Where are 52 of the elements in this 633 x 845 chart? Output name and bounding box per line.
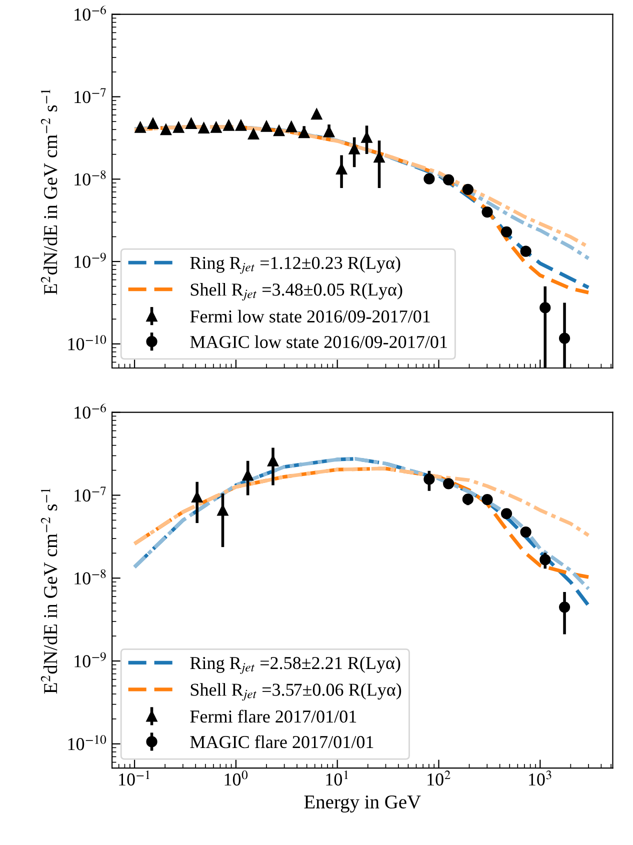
y-tick-label: 10$^{−9}$ (74, 652, 106, 668)
point (462, 494, 474, 505)
point (443, 478, 454, 490)
point (520, 526, 532, 538)
point (160, 124, 172, 136)
x-tick-label: 10$^{3}$ (529, 770, 552, 786)
point (248, 128, 260, 140)
point (198, 122, 210, 134)
point (298, 127, 310, 138)
y-tick-label: 10$^{−8}$ (74, 569, 106, 584)
y-tick-label: 10$^{−9}$ (74, 252, 106, 268)
y-tick-label: 10$^{−10}$ (68, 335, 106, 350)
point (147, 118, 159, 129)
point (210, 122, 222, 133)
point (311, 108, 322, 120)
legend-label: MAGIC low state 2016/09-2017/01 (190, 335, 447, 348)
x-tick-label: 10$^{−1}$ (119, 770, 150, 786)
legend-label: MAGIC flare 2017/01/01 (190, 735, 374, 748)
legend-label: Ring R$_{jet}$ =1.12±0.23 R(Lyα) (190, 256, 400, 274)
point (173, 122, 184, 133)
legend-label: Ring R$_{jet}$ =2.58±2.21 R(Lyα) (190, 656, 400, 674)
point (134, 122, 146, 133)
y-axis-title: E$^{2}$dN/dE in GeV cm$^{−2}$ s$^{−1}$ (40, 488, 58, 694)
point (558, 602, 570, 613)
point (260, 120, 272, 132)
y-tick-label: 10$^{−10}$ (68, 735, 106, 750)
legend-label: Fermi low state 2016/09-2017/01 (190, 310, 430, 323)
y-axis-title: E$^{2}$dN/dE in GeV cm$^{−2}$ s$^{−1}$ (40, 90, 58, 295)
point (336, 163, 348, 174)
y-tick-label: 10$^{−7}$ (74, 88, 106, 104)
point (273, 125, 285, 136)
legend-label: Shell R$_{jet}$ =3.48±0.05 R(Lyα) (190, 283, 402, 301)
point (235, 120, 246, 131)
point (323, 126, 335, 138)
y-tick-label: 10$^{−8}$ (74, 170, 106, 186)
y-tick-label: 10$^{−6}$ (74, 403, 106, 419)
point (482, 494, 493, 506)
x-axis-title: Energy in GeV (304, 795, 421, 813)
point (540, 554, 551, 566)
x-tick-label: 10$^{2}$ (428, 770, 450, 786)
point (223, 120, 234, 131)
point (424, 474, 435, 485)
legend-label: Fermi flare 2017/01/01 (190, 710, 356, 723)
x-tick-label: 10$^{0}$ (224, 770, 248, 786)
y-tick-label: 10$^{−6}$ (74, 5, 106, 21)
x-tick-label: 10$^{1}$ (326, 770, 348, 786)
point (374, 152, 385, 163)
y-tick-label: 10$^{−7}$ (74, 486, 106, 502)
point (286, 121, 297, 132)
point (186, 118, 197, 129)
legend-label: Shell R$_{jet}$ =3.57±0.06 R(Lyα) (190, 683, 402, 701)
point (500, 508, 512, 520)
